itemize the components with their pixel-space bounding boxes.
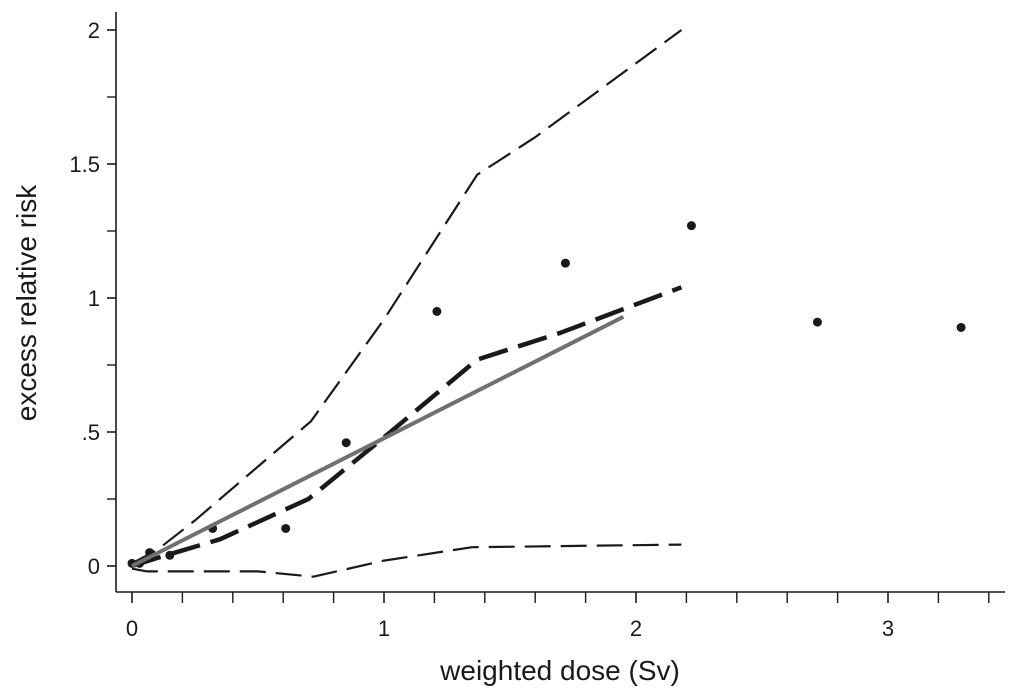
data-point: [432, 306, 442, 316]
data-point: [812, 317, 822, 327]
series-layer: [127, 29, 966, 578]
data-point: [956, 322, 966, 332]
data-point: [560, 258, 570, 268]
x-axis-title: weighted dose (Sv): [439, 655, 680, 686]
y-tick-label: 0: [88, 554, 100, 579]
data-point: [686, 221, 696, 231]
thick-dashed-series-line: [131, 285, 683, 569]
data-point: [341, 438, 351, 448]
data-point: [281, 523, 291, 533]
x-tick-label: 2: [630, 616, 642, 641]
y-axis: 0 .5 1 1.5 2: [69, 12, 117, 592]
x-axis: 0 1 2 3: [116, 591, 1005, 641]
thin-dashed-series-line: [131, 543, 682, 578]
y-tick-label: 1.5: [69, 152, 100, 177]
x-tick-label: 0: [126, 616, 138, 641]
solid-series-line: [131, 315, 625, 568]
x-tick-label: 3: [882, 616, 894, 641]
thin-dashed-series-line: [131, 29, 683, 565]
y-tick-label: .5: [82, 420, 100, 445]
y-tick-label: 2: [88, 18, 100, 43]
y-axis-title: excess relative risk: [11, 184, 42, 422]
x-tick-label: 1: [378, 616, 390, 641]
y-tick-label: 1: [88, 286, 100, 311]
